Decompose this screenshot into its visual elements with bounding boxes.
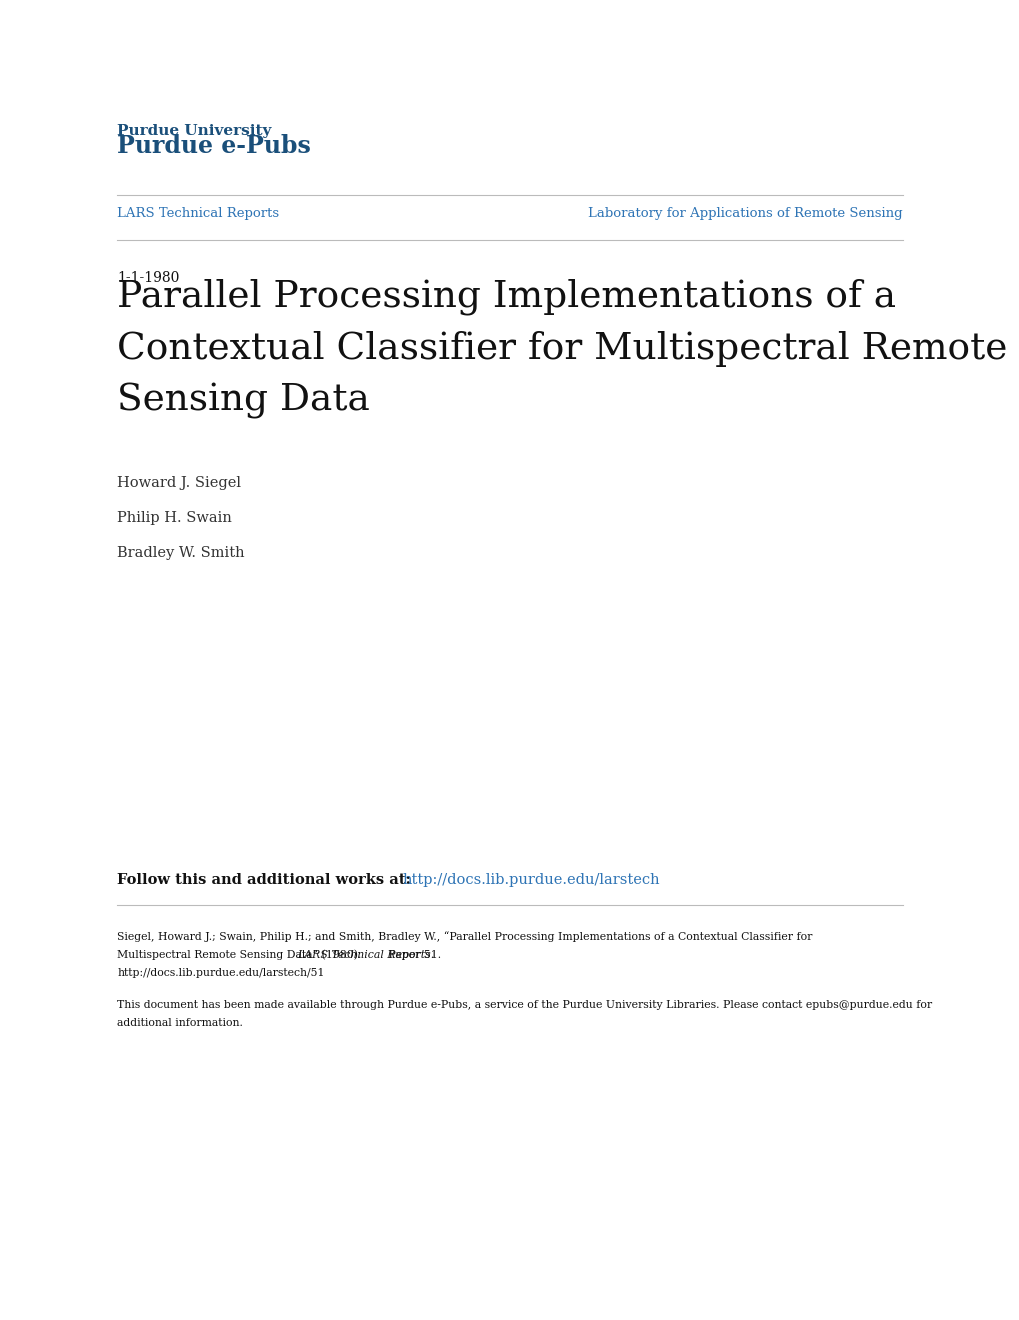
Text: LARS Technical Reports: LARS Technical Reports [117,207,279,220]
Text: Multispectral Remote Sensing Data” (1980).: Multispectral Remote Sensing Data” (1980… [117,949,365,960]
Text: http://docs.lib.purdue.edu/larstech: http://docs.lib.purdue.edu/larstech [401,873,659,887]
Text: Parallel Processing Implementations of a: Parallel Processing Implementations of a [117,279,896,315]
Text: Paper 51.: Paper 51. [385,950,441,960]
Text: Purdue e-Pubs: Purdue e-Pubs [117,135,311,158]
Text: 1-1-1980: 1-1-1980 [117,271,179,285]
Text: additional information.: additional information. [117,1018,243,1028]
Text: LARS Technical Reports.: LARS Technical Reports. [297,950,434,960]
Text: Philip H. Swain: Philip H. Swain [117,511,232,525]
Text: This document has been made available through Purdue e-Pubs, a service of the Pu: This document has been made available th… [117,1001,931,1010]
Text: Siegel, Howard J.; Swain, Philip H.; and Smith, Bradley W., “Parallel Processing: Siegel, Howard J.; Swain, Philip H.; and… [117,931,812,942]
Text: Follow this and additional works at:: Follow this and additional works at: [117,873,416,887]
Text: Sensing Data: Sensing Data [117,383,370,418]
Text: http://docs.lib.purdue.edu/larstech/51: http://docs.lib.purdue.edu/larstech/51 [117,968,324,978]
Text: Laboratory for Applications of Remote Sensing: Laboratory for Applications of Remote Se… [588,207,902,220]
Text: Bradley W. Smith: Bradley W. Smith [117,546,245,560]
Text: Howard J. Siegel: Howard J. Siegel [117,477,242,490]
Text: Contextual Classifier for Multispectral Remote: Contextual Classifier for Multispectral … [117,331,1007,367]
Text: Purdue University: Purdue University [117,124,271,139]
